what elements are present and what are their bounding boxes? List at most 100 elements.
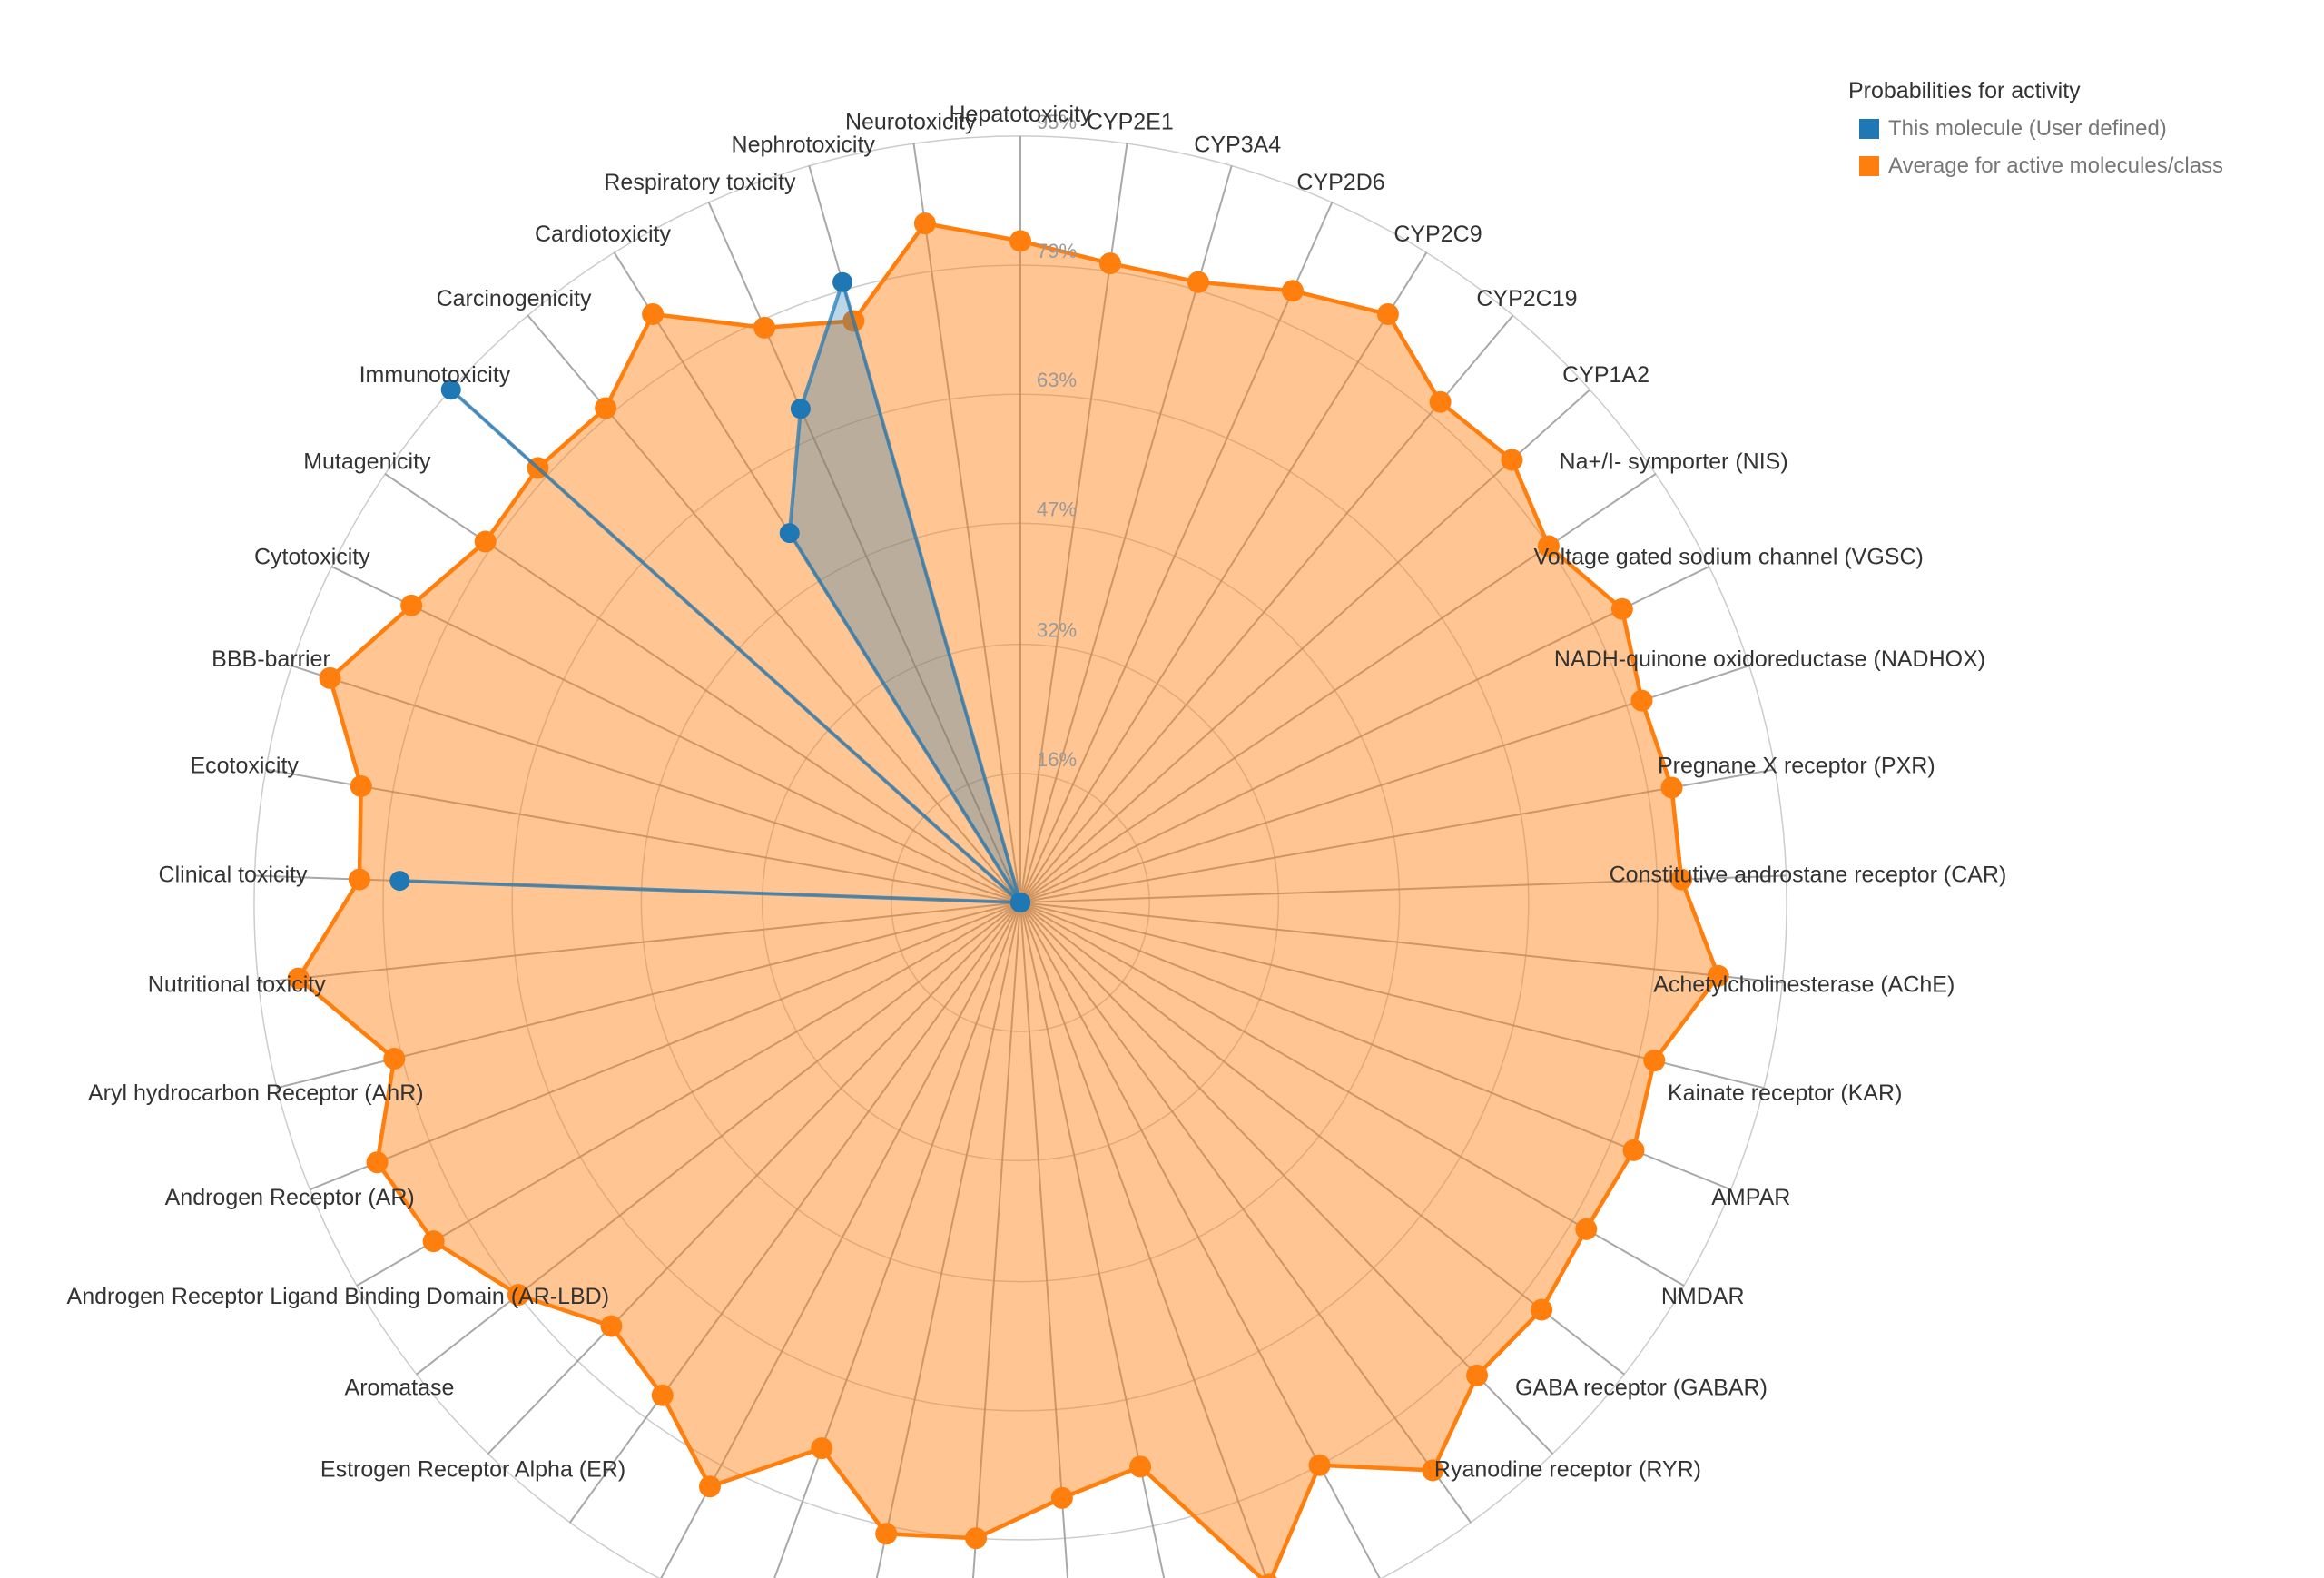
axis-label: Cardiotoxicity	[535, 222, 672, 247]
axis-label: Nephrotoxicity	[732, 133, 876, 158]
series-average-point-marker[interactable]	[507, 1284, 529, 1307]
axis-label: Na+/I- symporter (NIS)	[1560, 449, 1788, 475]
axis-spoke	[1019, 902, 1765, 1090]
series-average-point-marker[interactable]	[422, 1230, 445, 1253]
series-average-point-marker[interactable]	[474, 530, 497, 553]
axis-label: GABA receptor (GABAR)	[1515, 1375, 1768, 1400]
series-average-point-marker[interactable]	[1009, 230, 1031, 252]
axis-spoke	[1019, 902, 1731, 1191]
axis-spoke	[1019, 874, 1787, 903]
series-average-point-marker[interactable]	[753, 316, 776, 339]
series-average-point-marker[interactable]	[1707, 964, 1729, 987]
axis-spoke	[773, 902, 1021, 1578]
series-average-point-marker[interactable]	[1466, 1364, 1489, 1386]
axis-spoke	[1019, 566, 1710, 903]
series-molecule-point-marker[interactable]	[779, 523, 800, 544]
axis-spoke	[569, 902, 1021, 1524]
series-average-point-marker[interactable]	[875, 1523, 898, 1545]
series-average-point-marker[interactable]	[350, 774, 372, 797]
axis-label: Constitutive androstane receptor (CAR)	[1610, 863, 2007, 888]
axis-spoke	[1019, 902, 1166, 1578]
series-average-point-marker[interactable]	[383, 1047, 406, 1070]
legend-item-label: This molecule (User defined)	[1888, 116, 2167, 141]
axis-spoke	[1019, 202, 1334, 903]
legend-title: Probabilities for activity	[1848, 78, 2081, 104]
series-average-point-marker[interactable]	[1098, 252, 1121, 275]
axis-label: Clinical toxicity	[159, 863, 308, 888]
series-average-point-marker[interactable]	[1422, 1459, 1444, 1482]
series-molecule-point-marker[interactable]	[790, 399, 811, 419]
series-molecule-point-marker[interactable]	[832, 271, 853, 292]
axis-spoke	[912, 143, 1021, 903]
axis-spoke	[290, 665, 1021, 903]
series-molecule-point-marker[interactable]	[440, 380, 461, 400]
axis-spoke	[1019, 768, 1776, 903]
axis-label: Voltage gated sodium channel (VGSC)	[1533, 544, 1923, 569]
legend-item-average[interactable]: Average for active molecules/class	[1848, 153, 2223, 179]
axis-spoke	[1019, 902, 1472, 1524]
series-molecule-point-marker[interactable]	[389, 871, 410, 892]
legend-swatch-average-icon	[1859, 156, 1879, 176]
series-average-point-marker[interactable]	[366, 1151, 389, 1174]
series-average-point-marker[interactable]	[400, 594, 423, 616]
legend-item-label: Average for active molecules/class	[1888, 153, 2224, 178]
series-average-point-marker[interactable]	[1670, 868, 1693, 891]
radial-tick-label: 63%	[1037, 369, 1077, 391]
series-average-point-marker[interactable]	[1610, 597, 1633, 620]
series-average-point-marker[interactable]	[642, 302, 665, 325]
radial-grid-ring	[253, 135, 1787, 1578]
axis-label: CYP2D6	[1296, 170, 1384, 195]
series-average-point-marker[interactable]	[1575, 1218, 1598, 1240]
series-average-point-marker[interactable]	[1537, 535, 1560, 557]
series-average-point-marker[interactable]	[1660, 776, 1683, 799]
series-average-point-marker[interactable]	[287, 967, 310, 990]
radial-tick-label: 32%	[1037, 619, 1077, 642]
axis-label: Androgen Receptor (AR)	[165, 1185, 415, 1210]
axis-label: Estrogen Receptor Alpha (ER)	[320, 1456, 625, 1482]
series-average-point-marker[interactable]	[348, 868, 370, 891]
series-average-point-marker[interactable]	[1531, 1298, 1553, 1321]
series-average-point-marker[interactable]	[913, 212, 936, 235]
series-average-point-marker[interactable]	[1643, 1050, 1666, 1072]
series-average-point-marker[interactable]	[1187, 271, 1209, 293]
axis-label: CYP1A2	[1562, 362, 1649, 388]
axis-label: CYP3A4	[1194, 133, 1281, 158]
series-average-point-marker[interactable]	[1050, 1486, 1073, 1509]
axis-spoke	[1019, 902, 1554, 1455]
series-average-point-marker[interactable]	[1281, 280, 1304, 302]
series-average-point-marker[interactable]	[1129, 1455, 1152, 1478]
axis-spoke	[1019, 389, 1590, 903]
axis-label: Androgen Receptor Ligand Binding Domain …	[67, 1284, 610, 1309]
series-average-point-marker[interactable]	[1622, 1139, 1645, 1161]
axis-spoke	[660, 902, 1021, 1578]
series-average-point-marker[interactable]	[1429, 390, 1452, 413]
axis-spoke	[356, 902, 1021, 1287]
series-average-point-marker[interactable]	[1501, 449, 1523, 471]
axis-spoke	[330, 566, 1021, 903]
axis-label: CYP2E1	[1087, 109, 1174, 134]
axis-label: Aromatase	[345, 1375, 455, 1400]
axis-spoke	[265, 768, 1021, 903]
series-average-point-marker[interactable]	[319, 666, 341, 689]
series-average-point-marker[interactable]	[965, 1527, 988, 1550]
series-average-point-marker[interactable]	[1376, 302, 1399, 325]
axis-label: Kainate receptor (KAR)	[1668, 1080, 1902, 1106]
series-average-point-marker[interactable]	[1630, 689, 1653, 712]
series-average-point-marker[interactable]	[595, 397, 617, 419]
axis-spoke	[1019, 902, 1069, 1578]
axis-spoke	[1019, 902, 1625, 1376]
series-average-point-marker[interactable]	[698, 1475, 721, 1498]
series-average-point-marker[interactable]	[651, 1384, 674, 1406]
series-average-point-marker[interactable]	[1308, 1454, 1331, 1476]
axis-label: CYP2C19	[1476, 286, 1577, 311]
series-molecule-point-marker[interactable]	[1010, 893, 1030, 912]
axis-spoke	[1019, 251, 1428, 903]
series-average-point-marker[interactable]	[811, 1437, 833, 1460]
axis-spoke	[487, 902, 1021, 1455]
series-average-point-marker[interactable]	[600, 1315, 623, 1337]
axis-label: Respiratory toxicity	[604, 170, 796, 195]
series-average-point-marker[interactable]	[1257, 1573, 1279, 1578]
axis-label: Pregnane X receptor (PXR)	[1658, 753, 1935, 778]
legend-item-this-molecule[interactable]: This molecule (User defined)	[1848, 116, 2223, 142]
